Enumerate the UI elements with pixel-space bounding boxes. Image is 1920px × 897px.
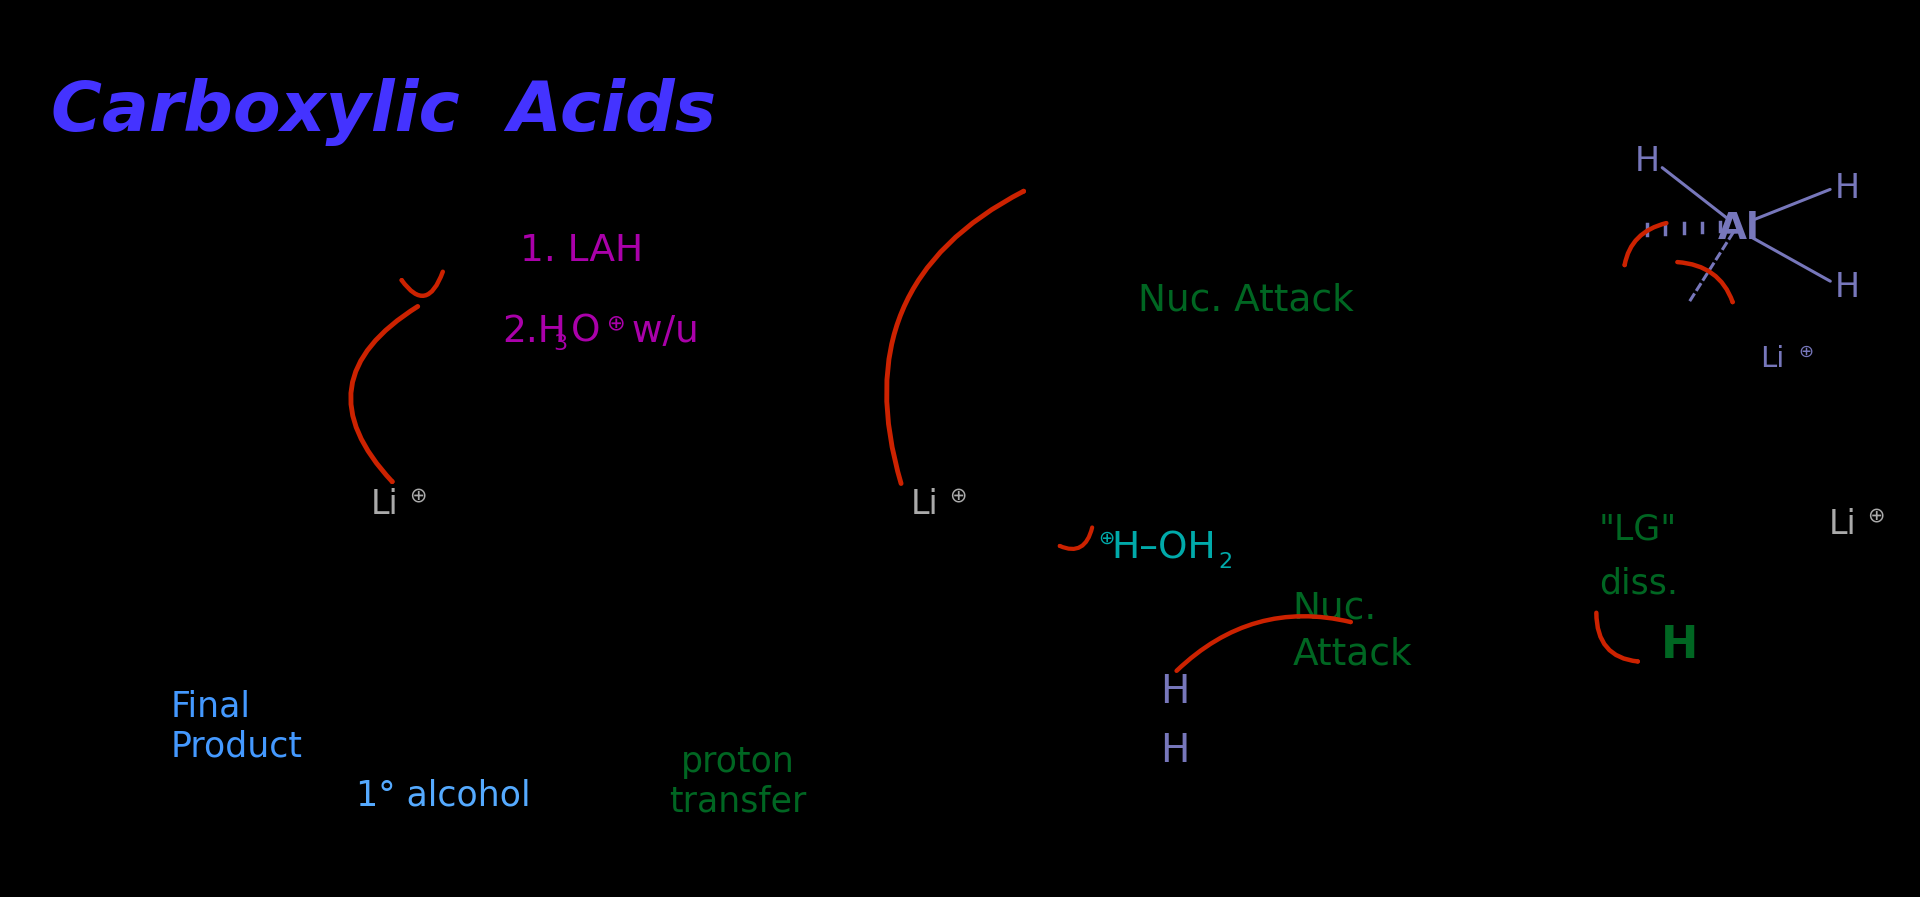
Text: ⊕: ⊕: [1799, 343, 1812, 361]
Text: ⊕: ⊕: [948, 485, 966, 505]
FancyArrowPatch shape: [1624, 223, 1667, 265]
Text: Li: Li: [1830, 509, 1857, 541]
Text: Li: Li: [910, 488, 939, 520]
FancyArrowPatch shape: [887, 191, 1023, 483]
Text: w/u: w/u: [620, 314, 699, 350]
FancyArrowPatch shape: [351, 307, 419, 482]
Text: ⊕: ⊕: [409, 485, 426, 505]
Text: Final
Product: Final Product: [171, 690, 303, 763]
Text: Nuc.: Nuc.: [1292, 590, 1377, 626]
Text: ⊕: ⊕: [607, 313, 626, 333]
Text: H: H: [1160, 732, 1188, 770]
FancyArrowPatch shape: [1678, 262, 1732, 302]
Text: H: H: [1836, 271, 1860, 303]
FancyArrowPatch shape: [1596, 613, 1638, 661]
Text: Carboxylic  Acids: Carboxylic Acids: [52, 78, 716, 146]
Text: H: H: [1661, 624, 1699, 667]
Text: 1. LAH: 1. LAH: [520, 233, 643, 269]
Text: H: H: [1160, 674, 1188, 711]
Text: O: O: [570, 314, 601, 350]
Text: H–OH: H–OH: [1112, 531, 1215, 567]
FancyArrowPatch shape: [1177, 616, 1350, 671]
Text: proton
transfer: proton transfer: [670, 745, 806, 819]
Text: Al: Al: [1716, 211, 1759, 247]
FancyArrowPatch shape: [401, 272, 444, 296]
Text: 1° alcohol: 1° alcohol: [357, 779, 532, 813]
Text: 3: 3: [553, 334, 566, 353]
Text: 2.H: 2.H: [501, 314, 566, 350]
Text: Nuc. Attack: Nuc. Attack: [1139, 283, 1354, 318]
Text: diss.: diss.: [1599, 566, 1678, 600]
Text: H: H: [1634, 145, 1659, 178]
Text: Attack: Attack: [1292, 637, 1413, 673]
Text: ⊕: ⊕: [1098, 528, 1116, 548]
Text: H: H: [1836, 172, 1860, 205]
Text: Li: Li: [371, 488, 399, 520]
Text: "LG": "LG": [1599, 512, 1678, 546]
FancyArrowPatch shape: [1060, 527, 1092, 549]
Text: 2: 2: [1217, 552, 1233, 571]
Text: ⊕: ⊕: [1868, 506, 1885, 526]
Text: Li: Li: [1761, 344, 1784, 373]
